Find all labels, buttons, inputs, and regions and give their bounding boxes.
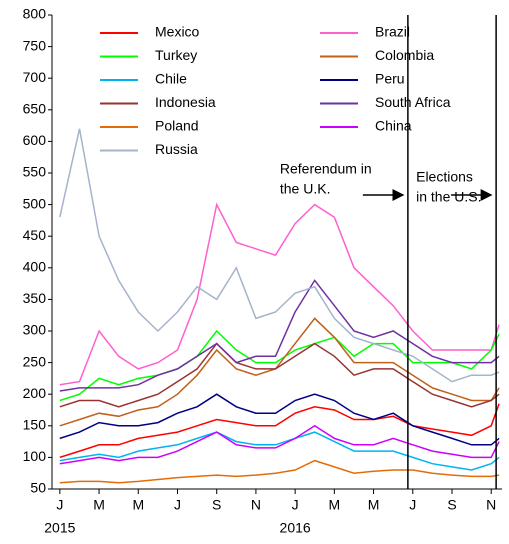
event-label: in the U.S. [416,189,481,205]
y-tick-label: 600 [23,132,47,148]
x-tick-label: N [251,497,261,513]
legend-label: Poland [155,118,199,134]
x-tick-label: M [132,497,144,513]
x-tick-label: S [212,497,221,513]
y-tick-label: 700 [23,69,47,85]
legend-label: Brazil [375,24,410,40]
series-line [59,424,500,465]
x-tick-label: M [329,497,341,513]
year-label: 2015 [44,520,75,536]
series-line [59,202,500,386]
series-line [59,403,500,459]
x-tick-label: J [409,497,416,513]
y-tick-label: 200 [23,385,47,401]
x-tick-label: J [56,497,63,513]
y-tick-label: 450 [23,227,47,243]
y-tick-label: 500 [23,195,47,211]
series-line [59,317,500,427]
y-tick-label: 800 [23,6,47,22]
legend-label: Russia [155,141,198,157]
y-tick-label: 250 [23,353,47,369]
y-tick-label: 100 [23,448,47,464]
y-tick-label: 650 [23,101,47,117]
x-tick-label: J [292,497,299,513]
x-tick-label: N [486,497,496,513]
x-tick-label: J [174,497,181,513]
y-tick-label: 50 [30,480,46,496]
series-line [59,342,500,408]
y-tick-label: 300 [23,322,47,338]
y-tick-label: 350 [23,290,47,306]
y-tick-label: 150 [23,417,47,433]
legend-label: Turkey [155,47,197,63]
y-tick-label: 400 [23,259,47,275]
series-line [59,459,500,484]
legend-label: Indonesia [155,94,216,110]
legend-label: China [375,118,412,134]
series-line [59,393,500,446]
legend-label: Colombia [375,47,434,63]
y-tick-label: 750 [23,37,47,53]
x-tick-label: M [368,497,380,513]
x-tick-label: S [447,497,456,513]
y-tick-label: 550 [23,164,47,180]
legend-label: Peru [375,71,405,87]
event-label: Elections [416,169,473,185]
event-label: the U.K. [280,181,331,197]
x-tick-label: M [93,497,105,513]
series-line [59,431,500,471]
series-line [59,128,500,383]
series-line [59,279,500,392]
legend-label: Mexico [155,24,200,40]
event-label: Referendum in [280,161,372,177]
legend-label: South Africa [375,94,451,110]
year-label: 2016 [280,520,311,536]
legend-label: Chile [155,71,187,87]
